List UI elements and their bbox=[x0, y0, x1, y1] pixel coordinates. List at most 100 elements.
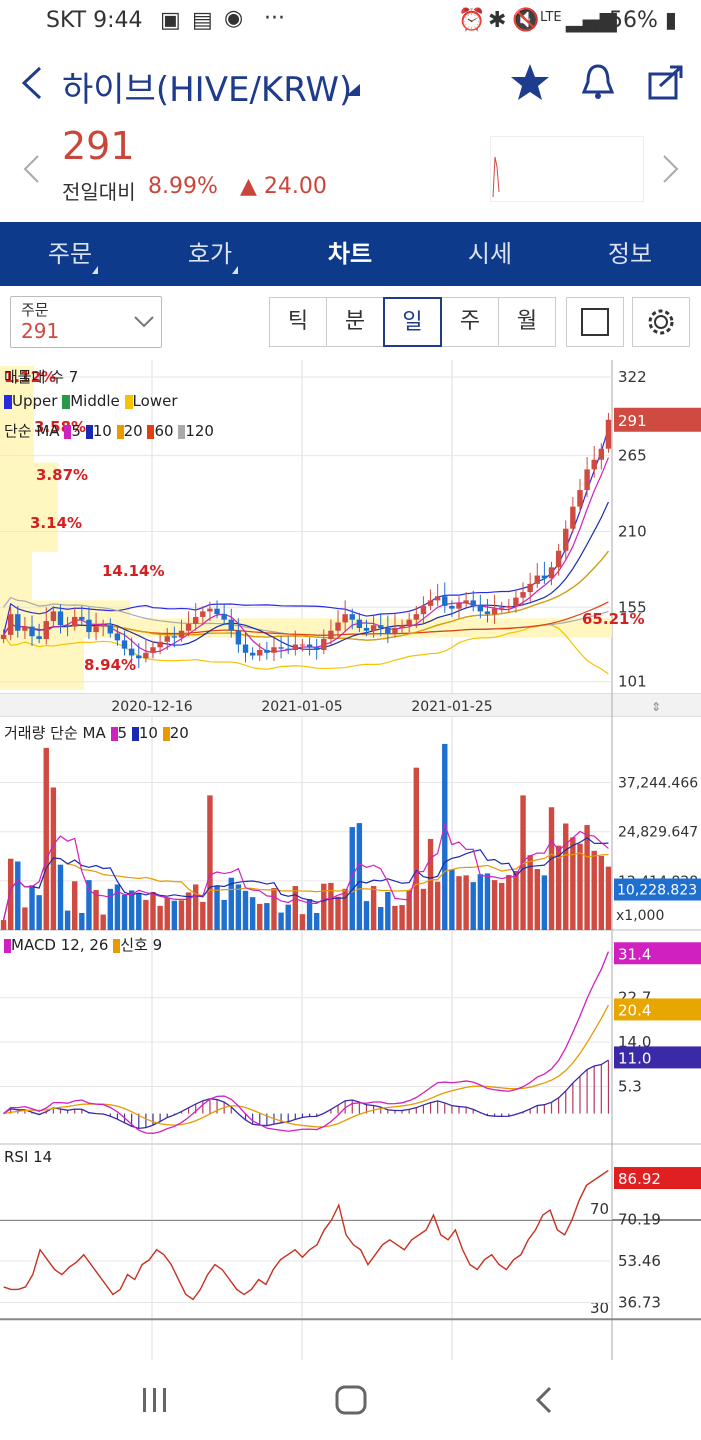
candle-body bbox=[484, 611, 491, 615]
volume-legend: 거래량 단순 MA 5 10 20 bbox=[4, 722, 189, 743]
macd-value-label: 31.4 bbox=[618, 945, 651, 963]
volume-bar bbox=[143, 899, 149, 930]
chart-controls: 주문 291 틱 분 일 주 월 bbox=[0, 286, 701, 360]
ma20-swatch bbox=[116, 424, 124, 439]
vol-ma10-label: 10 bbox=[138, 724, 158, 742]
volume-bar bbox=[43, 747, 49, 930]
volume-profile-label: 3.14% bbox=[30, 514, 82, 532]
volume-bar bbox=[527, 855, 533, 930]
settings-button[interactable] bbox=[632, 297, 690, 347]
page-title[interactable]: 하이브(HIVE/KRW) bbox=[62, 70, 353, 110]
volume-bar bbox=[178, 900, 185, 930]
candle-body bbox=[584, 469, 590, 491]
gear-icon bbox=[648, 309, 674, 335]
tab-order[interactable]: 주문 bbox=[20, 222, 120, 286]
favorite-star-icon[interactable] bbox=[510, 62, 550, 102]
prev-coin-icon[interactable] bbox=[22, 154, 40, 184]
volume-bar bbox=[385, 891, 391, 930]
candle-body bbox=[93, 626, 99, 633]
volume-bar bbox=[605, 866, 612, 930]
volume-profile-zone bbox=[0, 552, 32, 601]
tab-orderbook[interactable]: 호가 bbox=[160, 222, 260, 286]
next-coin-icon[interactable] bbox=[662, 154, 680, 184]
period-day[interactable]: 일 bbox=[383, 297, 442, 347]
bollinger-upper-line bbox=[2, 427, 610, 635]
tab-order-label: 주문 bbox=[47, 240, 93, 268]
layout-toggle-button[interactable] bbox=[566, 297, 624, 347]
band-lower-label: Lower bbox=[132, 392, 178, 410]
volume-bar bbox=[413, 767, 420, 930]
change-percent: 8.99% bbox=[148, 174, 218, 199]
period-month[interactable]: 월 bbox=[498, 297, 556, 347]
period-week[interactable]: 주 bbox=[441, 297, 499, 347]
candle-body bbox=[249, 652, 256, 656]
volume-bar bbox=[171, 900, 178, 930]
tab-info[interactable]: 정보 bbox=[580, 222, 680, 286]
back-nav-icon[interactable] bbox=[534, 1386, 554, 1414]
lower-swatch bbox=[124, 394, 133, 409]
go-icon: ▤ bbox=[192, 8, 213, 33]
volume-current-badge bbox=[614, 878, 701, 901]
order-select[interactable]: 주문 291 bbox=[10, 296, 162, 348]
volume-bar bbox=[264, 903, 270, 930]
home-icon[interactable] bbox=[334, 1384, 368, 1416]
app-header: 하이브(HIVE/KRW) bbox=[0, 44, 701, 124]
date-tick-label: 2020-12-16 bbox=[111, 699, 192, 715]
candle-body bbox=[50, 611, 57, 622]
candle-body bbox=[0, 634, 7, 639]
candle-body bbox=[363, 627, 370, 631]
volume-bar bbox=[463, 875, 469, 930]
volume-bar bbox=[79, 912, 85, 930]
volume-bar bbox=[292, 886, 299, 930]
tab-market[interactable]: 시세 bbox=[440, 222, 540, 286]
candle-body bbox=[434, 596, 441, 601]
bluetooth-icon: ✱ bbox=[488, 8, 507, 33]
volume-bar bbox=[321, 883, 327, 930]
rsi-value-label: 86.92 bbox=[618, 1170, 661, 1188]
volume-bar bbox=[427, 838, 434, 930]
candle-body bbox=[577, 490, 583, 507]
current-price-badge bbox=[614, 407, 701, 432]
volume-bar bbox=[15, 861, 21, 930]
candle-body bbox=[313, 647, 320, 651]
share-icon[interactable] bbox=[646, 62, 686, 102]
change-amount: ▲ 24.00 bbox=[240, 174, 327, 199]
candle-body bbox=[541, 575, 548, 579]
tab-chart[interactable]: 차트 bbox=[300, 222, 400, 286]
candle-body bbox=[136, 655, 142, 659]
period-tick[interactable]: 틱 bbox=[269, 297, 327, 347]
volume-bar bbox=[107, 888, 114, 930]
volume-bar bbox=[342, 888, 348, 930]
ma60-label: 60 bbox=[154, 422, 174, 440]
price-tick-label: 322 bbox=[618, 368, 647, 386]
candle-body bbox=[178, 630, 185, 638]
price-tick-label: 265 bbox=[618, 447, 647, 465]
chart-area[interactable]: 2020-12-16 2021-01-05 2021-01-25 ⇕ 1.12% 3.58… bbox=[0, 360, 701, 1360]
macd-signal-line bbox=[3, 1004, 610, 1128]
period-minute[interactable]: 분 bbox=[326, 297, 384, 347]
candle-body bbox=[36, 636, 42, 639]
macd-label: MACD 12, 26 bbox=[11, 936, 109, 954]
title-dropdown-icon[interactable] bbox=[346, 84, 360, 96]
bell-icon[interactable] bbox=[580, 62, 616, 102]
candle-body bbox=[513, 597, 519, 606]
candle-body bbox=[548, 567, 555, 579]
chart-svg[interactable]: 2020-12-16 2021-01-05 2021-01-25 ⇕ 1.12% 3.58… bbox=[0, 360, 701, 1360]
volume-bar bbox=[235, 884, 242, 930]
candle-body bbox=[22, 626, 28, 631]
candle-body bbox=[591, 459, 597, 470]
ma60-swatch bbox=[147, 424, 155, 439]
volume-bar bbox=[484, 873, 491, 930]
volume-label: 거래량 단순 MA bbox=[4, 724, 106, 742]
rsi-lower-level-label: 30 bbox=[590, 1299, 609, 1317]
candle-body bbox=[114, 633, 121, 641]
order-select-label: 주문 bbox=[21, 301, 49, 319]
date-axis-bg bbox=[0, 694, 701, 716]
price-tick-label: 210 bbox=[618, 522, 647, 540]
volume-bar bbox=[306, 899, 313, 930]
recent-apps-icon[interactable] bbox=[140, 1386, 170, 1414]
macd-tick-label: 5.3 bbox=[618, 1078, 642, 1096]
ma10-swatch bbox=[85, 424, 93, 439]
back-icon[interactable] bbox=[20, 66, 44, 100]
candle-body bbox=[200, 611, 206, 617]
